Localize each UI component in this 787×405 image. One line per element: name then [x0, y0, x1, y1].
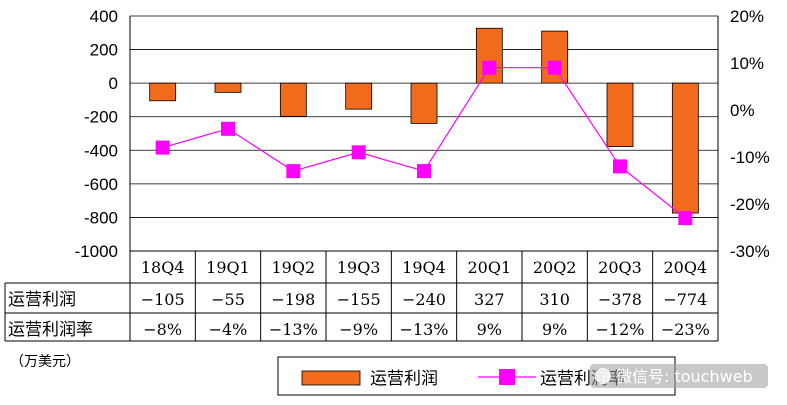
- table-row-header: 运营利润: [8, 290, 76, 310]
- bar-20Q3: [606, 82, 634, 147]
- table-cell: −8%: [143, 320, 182, 339]
- right-tick-label: 20%: [730, 7, 764, 26]
- category-label: 20Q4: [664, 258, 708, 277]
- marker-20Q2: [547, 60, 562, 75]
- table-row-header: 运营利润率: [8, 320, 93, 340]
- left-tick-label: 200: [90, 41, 118, 60]
- wechat-icon: [595, 368, 611, 384]
- table-cell: −105: [141, 290, 185, 309]
- category-label: 19Q1: [206, 258, 250, 277]
- marker-19Q2: [286, 164, 301, 179]
- category-label: 19Q4: [402, 258, 446, 277]
- right-tick-label: -20%: [730, 195, 770, 214]
- left-tick-label: -600: [84, 175, 118, 194]
- bar-19Q3: [345, 82, 373, 110]
- table-cell: −13%: [269, 320, 318, 339]
- category-label: 18Q4: [141, 258, 185, 277]
- table-cell: −4%: [209, 320, 248, 339]
- right-tick-label: -30%: [730, 242, 770, 261]
- right-axis-ticks: 20% 10% 0% -10% -20% -30%: [730, 7, 770, 261]
- marker-19Q1: [221, 121, 235, 136]
- left-tick-label: -400: [84, 141, 118, 160]
- operating-margin-line: [155, 60, 693, 226]
- bar-20Q4: [671, 82, 699, 214]
- left-tick-label: -800: [84, 208, 118, 227]
- marker-20Q4: [678, 211, 693, 226]
- unit-label: （万美元）: [10, 354, 80, 370]
- table-cell: −9%: [339, 320, 378, 339]
- table-cell: −240: [402, 290, 446, 309]
- watermark-backdrop: [590, 364, 768, 388]
- marker-18Q4: [155, 140, 170, 155]
- left-tick-label: -1000: [75, 242, 118, 261]
- bar-20Q2: [541, 30, 569, 84]
- operating-profit-bars: [149, 27, 699, 214]
- bar-20Q1: [475, 27, 503, 84]
- marker-19Q3: [351, 145, 366, 160]
- legend-marker-swatch: [499, 369, 515, 385]
- marker-20Q1: [482, 60, 497, 75]
- right-tick-label: 0%: [730, 101, 755, 120]
- watermark-text: 微信号: touchweb: [616, 367, 753, 386]
- left-tick-label: -200: [84, 108, 118, 127]
- table-cell: 9%: [477, 320, 502, 339]
- marker-19Q4: [417, 164, 431, 179]
- category-label: 20Q3: [598, 258, 642, 277]
- bar-19Q1: [214, 82, 242, 93]
- category-label: 20Q2: [533, 258, 577, 277]
- left-tick-label: 400: [90, 7, 118, 26]
- right-tick-label: 10%: [730, 54, 764, 73]
- bar-18Q4: [149, 82, 177, 102]
- table-cell: 310: [539, 290, 570, 309]
- category-label: 19Q3: [337, 258, 381, 277]
- table-cell: −55: [211, 290, 245, 309]
- category-label: 20Q1: [468, 258, 512, 277]
- bar-19Q2: [279, 82, 307, 117]
- table-cell: −378: [598, 290, 642, 309]
- table-cell: −12%: [596, 320, 645, 339]
- legend-label-profit: 运营利润: [370, 369, 438, 389]
- table-cell: −13%: [400, 320, 449, 339]
- table-cell: 327: [474, 290, 505, 309]
- table-cell: −23%: [661, 320, 710, 339]
- left-tick-label: 0: [109, 74, 118, 93]
- table-cell: −198: [271, 290, 315, 309]
- right-tick-label: -10%: [730, 148, 770, 167]
- left-axis-ticks: 400 200 0 -200 -400 -600 -800 -1000: [75, 7, 118, 261]
- axes: [129, 16, 719, 341]
- table-cell: −774: [663, 290, 707, 309]
- data-table: 18Q4 19Q1 19Q2 19Q3 19Q4 20Q1 20Q2 20Q3 20Q4 运营利润…: [4, 250, 718, 342]
- category-label: 19Q2: [272, 258, 316, 277]
- watermark: 微信号: touchweb: [590, 364, 768, 388]
- table-cell: −155: [337, 290, 381, 309]
- bar-19Q4: [410, 82, 438, 124]
- marker-20Q3: [613, 159, 627, 174]
- legend-bar-swatch: [301, 370, 361, 386]
- table-cell: 9%: [542, 320, 567, 339]
